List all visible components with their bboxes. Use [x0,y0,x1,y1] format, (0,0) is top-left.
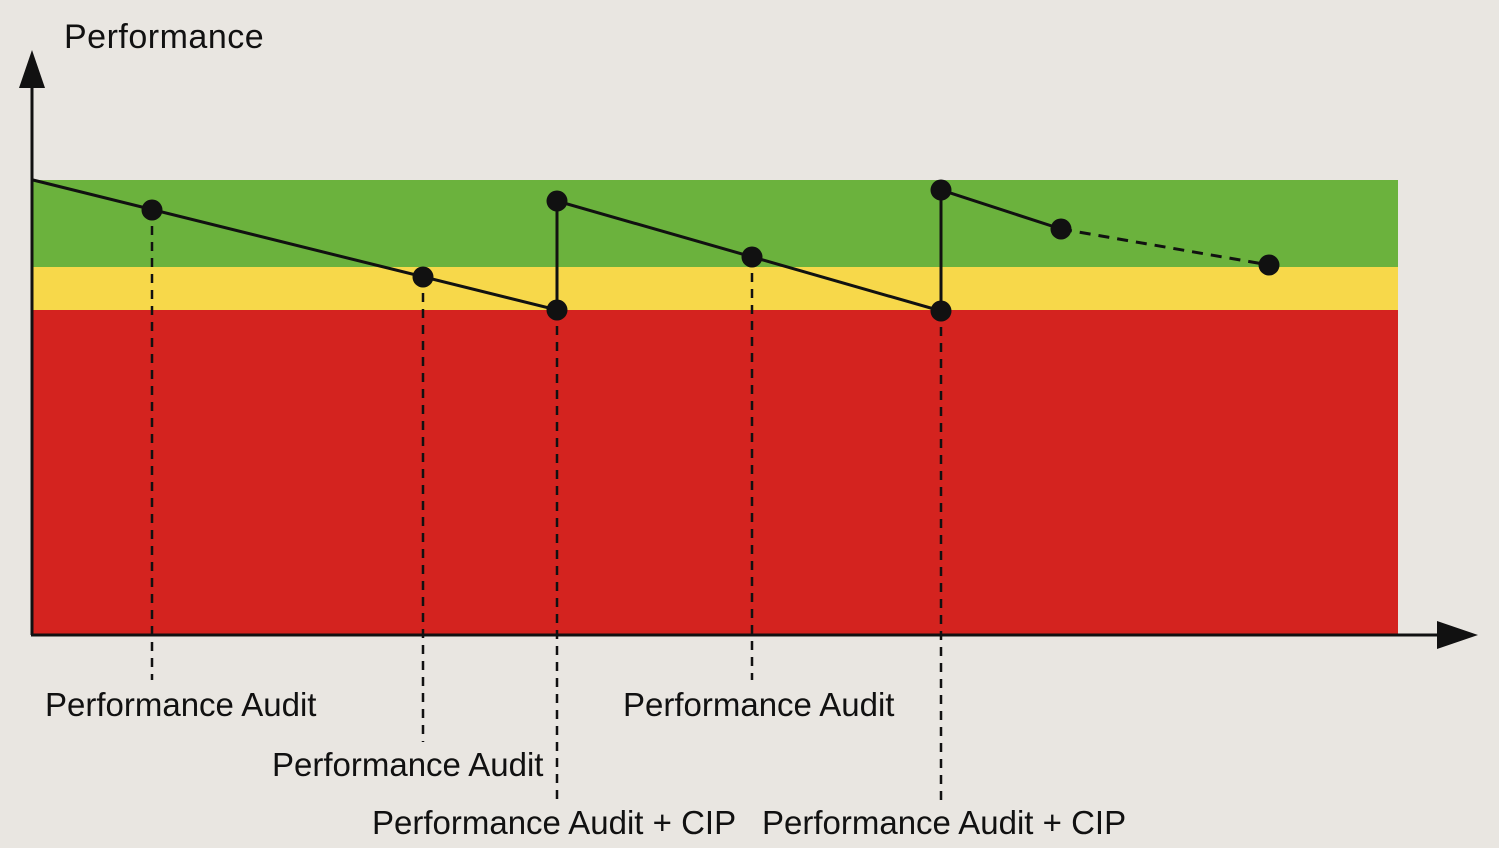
x-axis-arrowhead-icon [1437,621,1478,649]
data-point-marker [930,179,952,201]
data-point-marker [412,266,434,288]
zone-band-green [33,180,1398,267]
event-label-performance-audit-cip-1: Performance Audit + CIP [372,804,737,841]
y-axis-arrowhead-icon [19,50,45,88]
data-point-marker [141,199,163,221]
data-point-marker [546,190,568,212]
data-point-marker [1050,218,1072,240]
zone-band-yellow [33,267,1398,310]
y-axis-title: Performance [64,18,265,56]
event-label-performance-audit-cip-2: Performance Audit + CIP [762,804,1127,841]
data-point-marker [546,299,568,321]
data-point-marker [1258,254,1280,276]
data-point-marker [741,246,763,268]
event-label-performance-audit-3: Performance Audit [623,686,895,723]
event-label-performance-audit-2: Performance Audit [272,746,544,783]
zone-band-red [33,310,1398,634]
series-performance-projected [1060,227,1270,267]
data-point-marker [930,300,952,322]
event-label-performance-audit-1: Performance Audit [45,686,317,723]
